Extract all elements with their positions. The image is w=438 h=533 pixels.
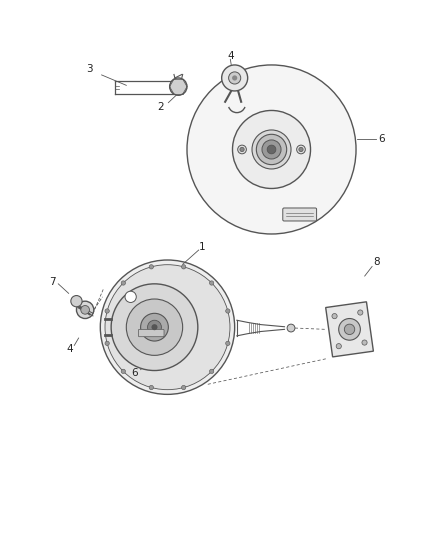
Circle shape [209,281,213,285]
Circle shape [343,324,354,335]
Circle shape [147,320,161,334]
Circle shape [181,265,185,269]
Circle shape [126,299,182,356]
Circle shape [331,313,336,319]
Circle shape [286,324,294,332]
Circle shape [225,341,230,345]
Circle shape [261,140,280,159]
Text: 6: 6 [131,368,138,378]
FancyBboxPatch shape [138,329,164,337]
Text: 1: 1 [198,242,205,252]
Circle shape [209,369,213,374]
Circle shape [100,260,234,394]
Circle shape [169,78,187,95]
Circle shape [298,147,303,151]
Circle shape [256,134,286,165]
Text: 4: 4 [226,51,233,61]
Circle shape [111,284,198,370]
Circle shape [181,385,185,390]
Circle shape [71,295,82,307]
Circle shape [225,309,230,313]
Text: 4: 4 [67,344,73,354]
Circle shape [338,319,360,340]
Circle shape [251,130,290,169]
Circle shape [296,145,304,154]
Circle shape [267,145,275,154]
Text: 6: 6 [378,134,385,143]
Circle shape [149,385,153,390]
Polygon shape [325,302,373,357]
Circle shape [151,324,157,330]
Text: 8: 8 [372,257,379,267]
Circle shape [357,310,362,315]
Text: 2: 2 [157,102,164,112]
Circle shape [361,340,366,345]
Circle shape [221,65,247,91]
Circle shape [76,301,94,319]
Circle shape [121,281,125,285]
Circle shape [105,341,109,345]
Text: 3: 3 [86,64,92,74]
Circle shape [81,305,89,314]
Circle shape [105,309,109,313]
FancyBboxPatch shape [282,208,316,221]
Circle shape [232,75,237,80]
Circle shape [336,344,341,349]
Circle shape [232,110,310,189]
Circle shape [228,72,240,84]
Circle shape [237,145,246,154]
Circle shape [125,291,136,302]
Circle shape [140,313,168,341]
Circle shape [239,147,244,151]
Circle shape [105,265,230,390]
Circle shape [121,369,125,374]
Circle shape [187,65,355,234]
Text: 7: 7 [49,277,56,287]
Circle shape [149,265,153,269]
